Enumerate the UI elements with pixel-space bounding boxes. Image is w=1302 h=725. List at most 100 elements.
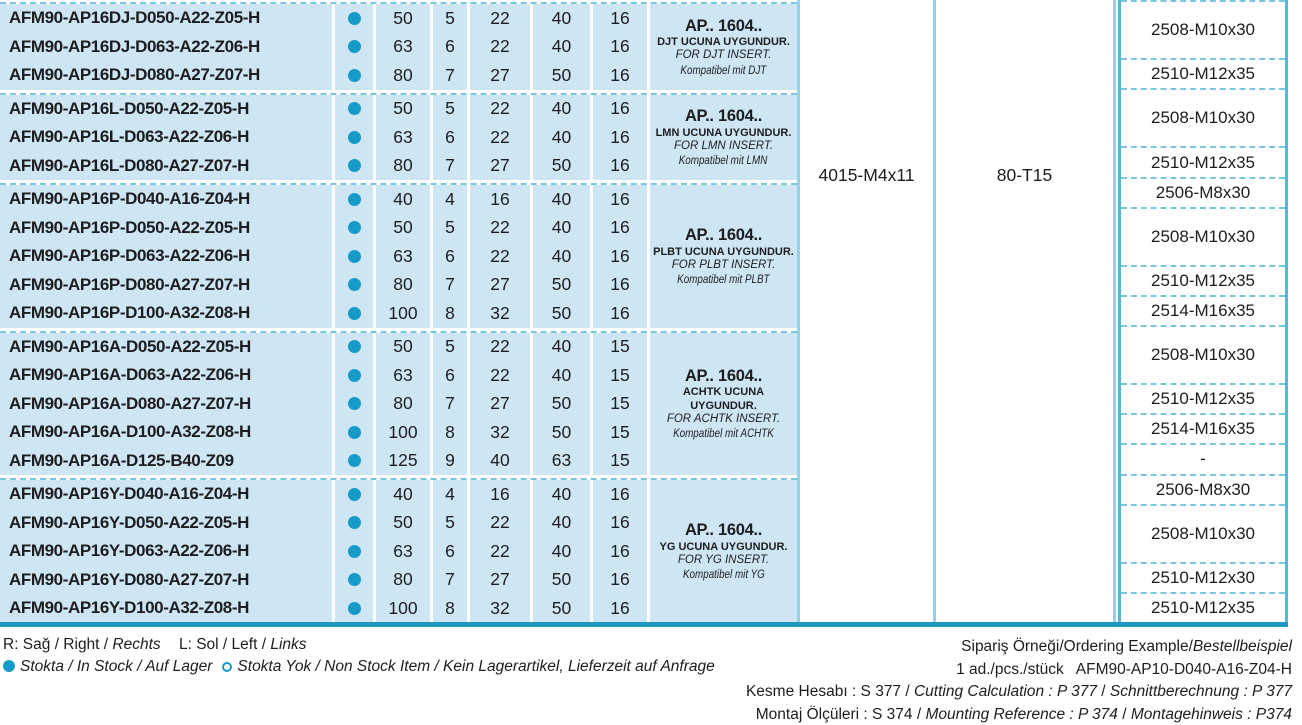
clamp-screw-cell: 2514-M16x35 (1121, 413, 1285, 443)
dimension-cell: 6 (433, 242, 467, 271)
dimension-cell: 7 (433, 270, 467, 299)
dimension-cell: 16 (593, 537, 647, 566)
clamp-screw-cell: 2514-M16x35 (1121, 294, 1285, 325)
dimension-cell: 27 (470, 270, 530, 299)
dimension-cell: 40 (533, 4, 590, 33)
dimension-cell: 22 (470, 94, 530, 123)
in-stock-dot-icon (347, 130, 361, 144)
product-code: AFM90-AP16A-D100-A32-Z08-H (0, 418, 332, 447)
non-stock-circle-icon (222, 662, 233, 672)
clamp-screw-cell: 2510-M12x35 (1121, 383, 1285, 413)
dimension-cell: 16 (593, 594, 647, 623)
dimension-cell: 22 (470, 508, 530, 537)
dimension-cell: 27 (470, 151, 530, 180)
product-code: AFM90-AP16A-D063-A22-Z06-H (0, 361, 332, 390)
stock-cell (335, 480, 373, 509)
in-stock-dot-icon (347, 11, 361, 25)
ordering-example-title: Sipariş Örneği/Ordering Example/Bestellb… (746, 636, 1292, 659)
non-stock-label: Stokta Yok / Non Stock Item / Kein Lager… (237, 658, 715, 675)
dimension-cell: 27 (470, 565, 530, 594)
cutting-ref-de: Schnittberechnung : P 377 (1109, 683, 1292, 700)
dimension-cell: 50 (533, 418, 590, 447)
ordering-example-line: 1 ad./pcs./stück AFM90-AP10-D040-A16-Z04-… (746, 659, 1292, 682)
stock-cell (335, 418, 373, 447)
stock-cell (335, 242, 373, 271)
dimension-cell: 50 (533, 594, 590, 623)
in-stock-dot-icon (347, 192, 361, 206)
dimension-cell: 22 (470, 32, 530, 61)
in-stock-dot-icon (347, 516, 361, 530)
product-table: AFM90-AP16DJ-D050-A22-Z05-H 50 5 22 40 16 AFM9… (0, 0, 797, 623)
dimension-cell: 50 (533, 270, 590, 299)
dimension-cell: 16 (470, 185, 530, 214)
dimension-cell: 50 (376, 508, 430, 537)
dimension-cell: 8 (433, 594, 467, 623)
dimension-cell: 40 (533, 480, 590, 509)
stock-cell (335, 594, 373, 623)
product-code: AFM90-AP16P-D100-A32-Z08-H (0, 299, 332, 328)
dimension-cell: 40 (376, 185, 430, 214)
stock-cell (335, 32, 373, 61)
stock-legend: Stokta / In Stock / Auf Lager Stokta Yok … (3, 656, 715, 678)
dimension-cell: 40 (533, 332, 590, 361)
stock-cell (335, 299, 373, 328)
dimension-cell: 63 (533, 446, 590, 475)
dimension-cell: 5 (433, 94, 467, 123)
dimension-cell: 80 (376, 151, 430, 180)
dimension-cell: 40 (533, 361, 590, 390)
clamp-screw-column: 2508-M10x30 2510-M12x35 2508-M10x30 2510-M1… (1118, 0, 1288, 622)
clamp-screw-cell: 2506-M8x30 (1121, 176, 1285, 207)
dimension-cell: 15 (593, 361, 647, 390)
dimension-cell: 50 (376, 332, 430, 361)
product-code: AFM90-AP16L-D063-A22-Z06-H (0, 123, 332, 152)
in-stock-dot-icon (347, 425, 361, 439)
insert-note-english: FOR DJT INSERT. (675, 49, 772, 62)
product-code: AFM90-AP16A-D125-B40-Z09 (0, 446, 332, 475)
dimension-cell: 22 (470, 361, 530, 390)
in-stock-dot-icon (347, 159, 361, 173)
product-code: AFM90-AP16L-D080-A27-Z07-H (0, 151, 332, 180)
insert-note-english: FOR YG INSERT. (677, 553, 770, 566)
dimension-cell: 16 (593, 508, 647, 537)
dimension-cell: 40 (533, 185, 590, 214)
stock-cell (335, 4, 373, 33)
dimension-cell: 100 (376, 299, 430, 328)
dimension-cell: 63 (376, 242, 430, 271)
insert-note-turkish: LMN UCUNA UYGUNDUR. (655, 126, 792, 139)
dimension-cell: 16 (593, 32, 647, 61)
dimension-cell: 40 (533, 123, 590, 152)
insert-note-german: Kompatibel mit ACHTK (673, 426, 774, 441)
in-stock-label: Stokta / In Stock / Auf Lager (20, 658, 213, 675)
in-stock-dot-icon (347, 454, 361, 468)
dimension-cell: 5 (433, 332, 467, 361)
legend-right-de: Rechts (112, 636, 161, 653)
clamp-screw-cell: 2508-M10x30 (1121, 325, 1285, 383)
dimension-cell: 16 (593, 61, 647, 90)
dimension-cell: 9 (433, 446, 467, 475)
in-stock-dot-icon (3, 660, 15, 672)
mounting-ref-en: Mounting Reference : P 374 (925, 705, 1118, 723)
insert-note-german: Kompatibel mit DJT (680, 62, 767, 77)
dimension-cell: 32 (470, 594, 530, 623)
product-code: AFM90-AP16Y-D040-A16-Z04-H (0, 480, 332, 509)
stock-cell (335, 446, 373, 475)
product-code: AFM90-AP16A-D080-A27-Z07-H (0, 389, 332, 418)
dimension-cell: 63 (376, 537, 430, 566)
footer-left: R: Sağ / Right / Rechts L: Sol / Left / … (3, 634, 715, 678)
in-stock-dot-icon (347, 102, 361, 116)
legend-left: L: Sol / Left / (178, 636, 267, 653)
dimension-cell: 40 (470, 446, 530, 475)
dimension-cell: 5 (433, 508, 467, 537)
product-code: AFM90-AP16DJ-D080-A27-Z07-H (0, 61, 332, 90)
in-stock-dot-icon (347, 573, 361, 587)
cutting-ref-en: Cutting Calculation : P 377 (913, 683, 1097, 700)
dimension-cell: 80 (376, 61, 430, 90)
in-stock-dot-icon (347, 397, 361, 411)
stock-cell (335, 61, 373, 90)
dimension-cell: 27 (470, 389, 530, 418)
dimension-cell: 63 (376, 123, 430, 152)
mounting-ref-de: Montagehinweis : P374 (1130, 705, 1292, 723)
in-stock-dot-icon (347, 306, 361, 320)
insert-series: AP.. 1604.. (684, 521, 763, 540)
